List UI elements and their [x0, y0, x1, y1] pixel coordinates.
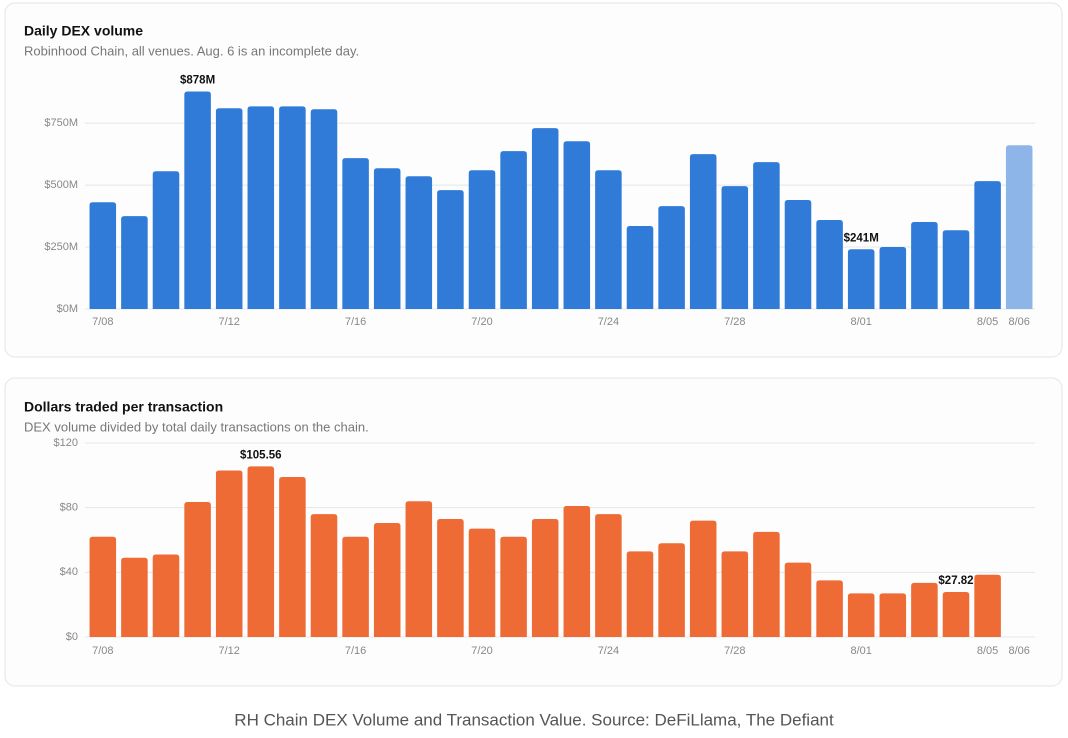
- x-tick-label: 7/20: [471, 316, 492, 328]
- bar: [911, 222, 938, 309]
- bar: [342, 536, 369, 637]
- bar: [405, 176, 433, 309]
- bar: [152, 171, 180, 309]
- x-tick-label: 7/28: [724, 645, 745, 657]
- bar: [500, 151, 527, 309]
- bar: [247, 106, 275, 309]
- y-tick-label: $500M: [44, 179, 78, 191]
- bar: [310, 109, 338, 310]
- y-tick-label: $40: [60, 566, 78, 578]
- bar: [879, 247, 907, 309]
- x-tick-label: 8/01: [850, 316, 871, 328]
- x-tick-label: 7/24: [598, 645, 619, 657]
- x-tick-label: 7/16: [345, 316, 366, 328]
- value-label: $27.82: [938, 575, 973, 587]
- y-tick-label: $0: [66, 631, 78, 643]
- chart-title: Dollars traded per transaction: [24, 399, 223, 415]
- x-tick-label: 7/08: [92, 645, 113, 657]
- bar: [1005, 145, 1033, 309]
- bar: [658, 543, 685, 637]
- y-tick-label: $0M: [57, 303, 78, 315]
- x-tick-label: 7/16: [345, 645, 366, 657]
- bar: [215, 470, 243, 637]
- x-tick-label: 7/12: [218, 316, 239, 328]
- x-tick-label: 8/01: [850, 645, 871, 657]
- bar: [626, 551, 654, 637]
- bar: [531, 518, 559, 637]
- chart-subtitle: DEX volume divided by total daily transa…: [24, 419, 369, 434]
- y-tick-label: $80: [60, 502, 78, 514]
- x-tick-label: 8/06: [1008, 645, 1029, 657]
- bar: [184, 502, 211, 637]
- bar: [89, 202, 117, 309]
- bar: [658, 206, 685, 309]
- y-tick-label: $750M: [44, 117, 78, 129]
- value-label: $878M: [180, 74, 215, 86]
- bar: [942, 230, 970, 309]
- bar: [689, 154, 717, 309]
- chart-title: Daily DEX volume: [24, 23, 143, 39]
- bar: [184, 91, 211, 309]
- bar: [689, 520, 717, 637]
- bar: [373, 168, 401, 309]
- x-tick-label: 8/05: [977, 316, 998, 328]
- bar: [595, 170, 622, 309]
- x-tick-label: 7/12: [218, 645, 239, 657]
- bar: [626, 225, 654, 309]
- bar: [468, 170, 496, 309]
- value-label: $105.56: [240, 449, 282, 461]
- bar: [373, 523, 401, 637]
- bar: [753, 531, 780, 637]
- bar: [563, 506, 591, 637]
- bar: [342, 158, 369, 309]
- x-tick-label: 8/06: [1008, 316, 1029, 328]
- bar: [974, 574, 1001, 637]
- bar: [784, 562, 812, 637]
- bar: [279, 106, 306, 309]
- bar: [816, 580, 843, 637]
- bar: [247, 466, 275, 637]
- value-label: $241M: [844, 232, 879, 244]
- bar: [595, 514, 622, 637]
- bar: [847, 249, 875, 309]
- bar: [121, 216, 148, 309]
- bar: [974, 181, 1001, 309]
- bar: [816, 220, 843, 309]
- bar: [437, 518, 464, 637]
- x-tick-label: 7/20: [471, 645, 492, 657]
- chart-subtitle: Robinhood Chain, all venues. Aug. 6 is a…: [24, 43, 359, 58]
- bar: [784, 199, 812, 309]
- bar: [310, 514, 338, 637]
- x-tick-label: 7/08: [92, 316, 113, 328]
- bar: [531, 128, 559, 309]
- bar: [942, 592, 970, 637]
- bar: [721, 551, 749, 637]
- x-tick-label: 7/24: [598, 316, 619, 328]
- bar: [279, 476, 306, 637]
- bar: [721, 186, 749, 309]
- y-tick-label: $250M: [44, 241, 78, 253]
- bar: [121, 557, 148, 637]
- bar: [152, 554, 180, 637]
- x-tick-label: 8/05: [977, 645, 998, 657]
- bar: [405, 501, 433, 637]
- bar: [468, 528, 496, 637]
- bar: [847, 593, 875, 637]
- bar: [753, 162, 780, 309]
- bar: [89, 536, 117, 637]
- bar: [879, 593, 907, 637]
- caption: RH Chain DEX Volume and Transaction Valu…: [234, 710, 834, 729]
- x-tick-label: 7/28: [724, 316, 745, 328]
- bar: [911, 582, 938, 637]
- bar: [500, 536, 527, 637]
- bar: [215, 108, 243, 309]
- bar: [437, 190, 464, 309]
- bar: [563, 141, 591, 309]
- y-tick-label: $120: [54, 437, 78, 449]
